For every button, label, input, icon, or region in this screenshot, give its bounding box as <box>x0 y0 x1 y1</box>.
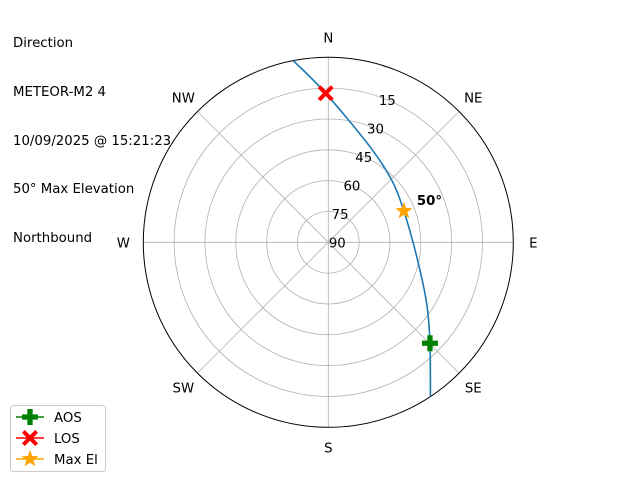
grid-spoke <box>328 242 460 374</box>
radial-tick-label: 15 <box>379 94 396 109</box>
angular-tick-label: N <box>323 31 333 46</box>
grid-spoke <box>197 242 329 374</box>
title-line: Direction <box>13 36 74 52</box>
radial-tick-label: 75 <box>332 208 349 223</box>
max-el-marker <box>395 201 413 219</box>
los-marker <box>317 85 334 102</box>
title-line: 10/09/2025 @ 15:21:23 <box>13 133 172 149</box>
aos-marker <box>421 335 438 352</box>
grid-spoke <box>328 111 460 243</box>
legend-label: Max El <box>54 453 98 468</box>
radial-tick-label: 90 <box>329 236 346 251</box>
radial-tick-label: 60 <box>343 179 360 194</box>
title-line: 50° Max Elevation <box>13 182 135 198</box>
angular-tick-label: NE <box>464 91 482 106</box>
angular-tick-label: W <box>117 236 130 251</box>
radial-tick-label: 45 <box>355 151 372 166</box>
outer-circle <box>142 56 514 428</box>
max-elevation-annotation: 50° <box>417 194 442 209</box>
radial-tick-label: 30 <box>367 122 384 137</box>
grid-spoke <box>197 111 329 243</box>
legend-label: AOS <box>54 411 82 426</box>
angular-tick-label: E <box>529 236 537 251</box>
angular-tick-label: SE <box>465 381 482 396</box>
chart-title: Direction METEOR-M2 4 10/09/2025 @ 15:21… <box>13 4 171 263</box>
angular-tick-label: S <box>324 441 332 456</box>
legend-marker <box>22 430 38 446</box>
legend-box <box>10 405 106 472</box>
legend-marker <box>22 409 38 425</box>
title-line: METEOR-M2 4 <box>13 85 106 101</box>
angular-tick-label: SW <box>173 381 195 396</box>
legend-marker <box>21 450 39 467</box>
legend-label: LOS <box>54 432 80 447</box>
title-line: Northbound <box>13 230 93 246</box>
angular-tick-label: NW <box>172 91 195 106</box>
